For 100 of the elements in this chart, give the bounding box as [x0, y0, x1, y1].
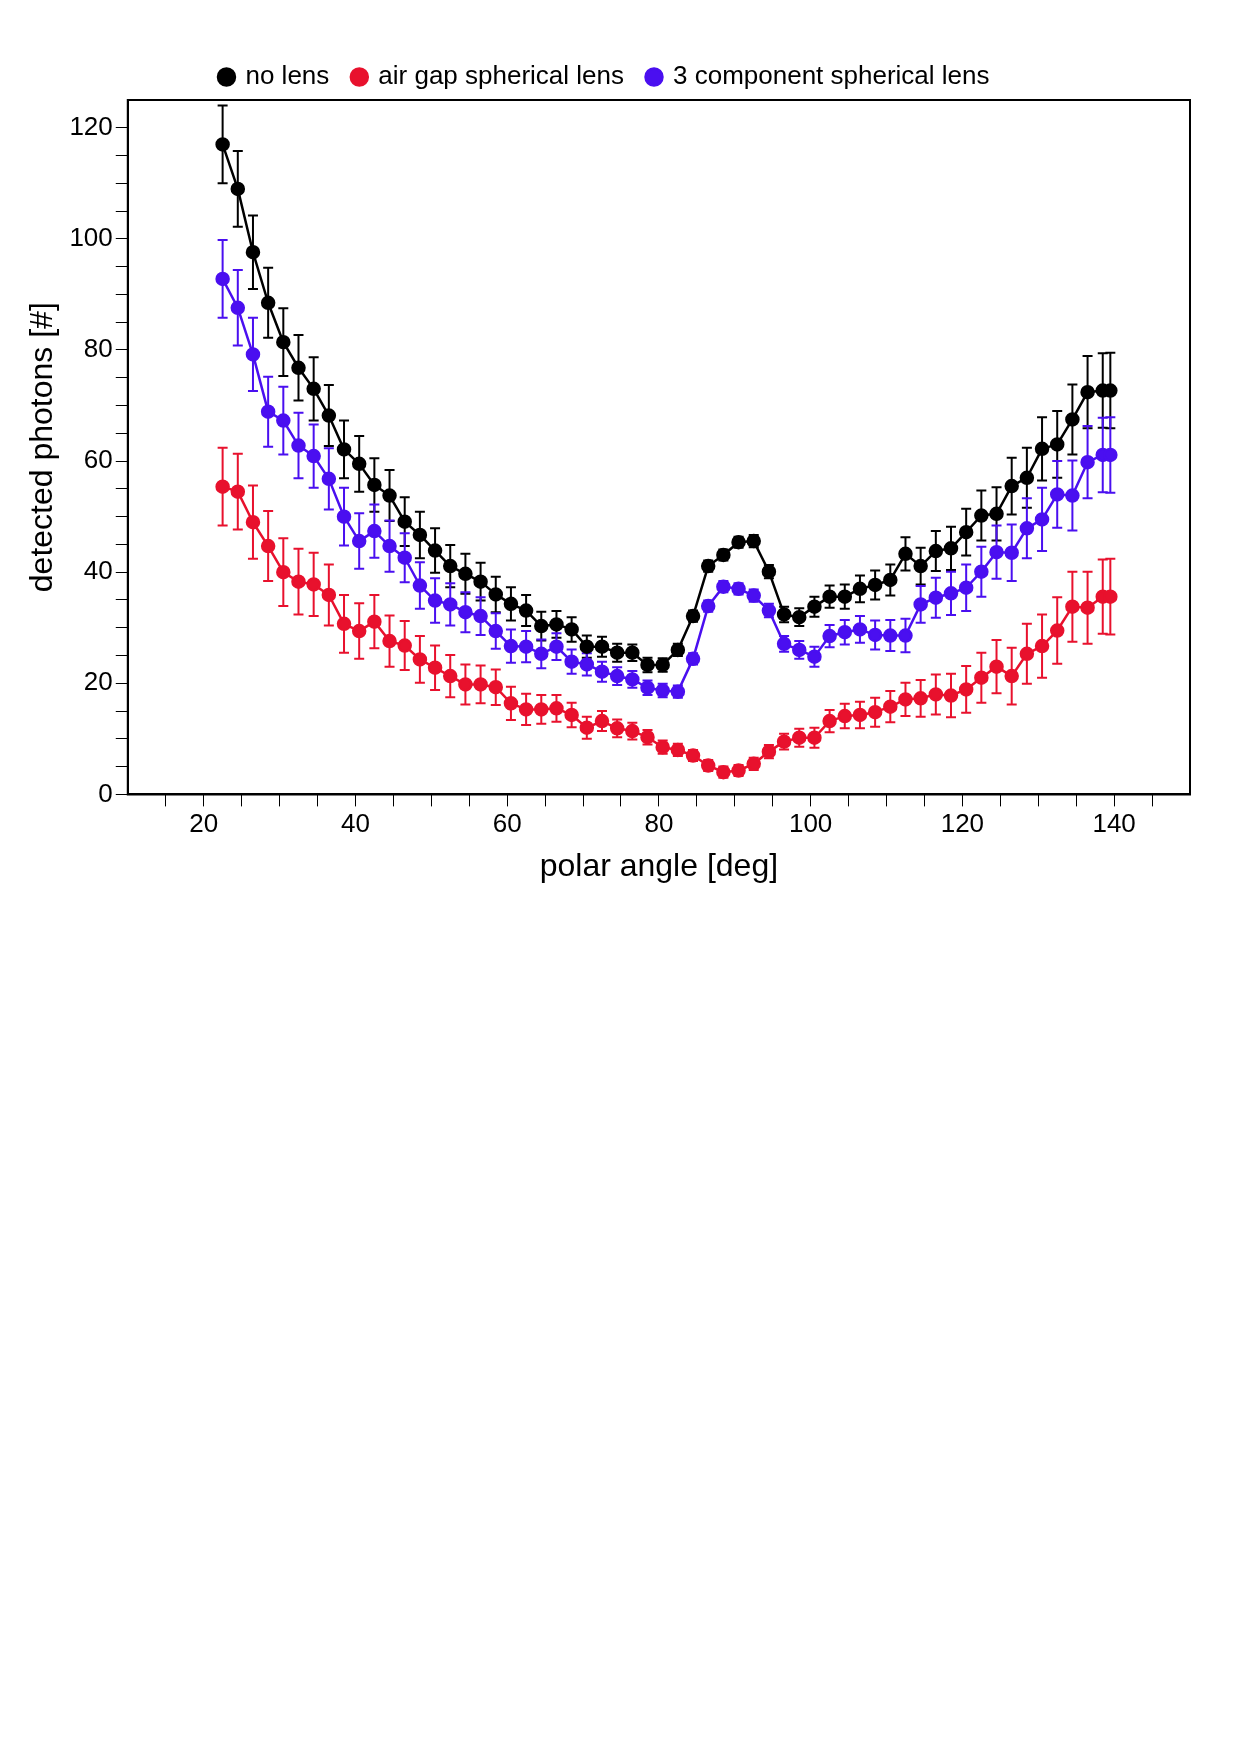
- point: [549, 639, 564, 654]
- point: [245, 244, 261, 260]
- point: [564, 654, 579, 669]
- point: [230, 300, 246, 316]
- point: [883, 699, 898, 714]
- y-tick-label: 20: [83, 666, 113, 697]
- point: [1019, 646, 1035, 662]
- point: [928, 687, 944, 702]
- point: [883, 572, 898, 588]
- point: [1034, 638, 1050, 654]
- point: [898, 692, 913, 707]
- point: [260, 295, 276, 311]
- point: [518, 603, 534, 618]
- point: [458, 604, 473, 620]
- point: [943, 688, 959, 703]
- point: [1004, 478, 1019, 494]
- point: [382, 488, 397, 503]
- point: [989, 506, 1004, 522]
- point: [518, 639, 534, 654]
- point: [534, 618, 549, 634]
- point: [534, 646, 549, 662]
- point: [594, 639, 610, 654]
- point: [1049, 623, 1065, 638]
- point: [397, 514, 412, 529]
- point: [276, 564, 291, 580]
- point: [837, 624, 853, 640]
- point: [427, 543, 443, 558]
- point: [1065, 412, 1080, 427]
- point: [837, 708, 853, 724]
- point: [382, 633, 397, 649]
- point: [306, 448, 321, 464]
- point: [351, 456, 367, 472]
- point: [898, 628, 913, 643]
- point: [807, 599, 822, 614]
- point: [367, 477, 382, 493]
- point: [397, 638, 412, 653]
- point: [867, 627, 883, 643]
- point: [1034, 441, 1050, 457]
- point: [291, 574, 306, 589]
- point: [852, 707, 868, 723]
- point: [351, 533, 367, 549]
- x-tick-label: 20: [189, 808, 219, 839]
- point: [974, 508, 989, 523]
- point: [336, 442, 352, 457]
- point: [989, 659, 1004, 674]
- point: [260, 538, 276, 554]
- point: [1065, 488, 1080, 503]
- y-axis-title: detected photons [#]: [23, 302, 60, 593]
- point: [351, 623, 367, 639]
- point: [958, 682, 974, 697]
- point: [913, 558, 928, 574]
- point: [958, 580, 974, 595]
- point: [579, 639, 595, 654]
- point: [321, 471, 337, 487]
- x-tick-label: 100: [788, 808, 833, 839]
- point: [442, 597, 458, 612]
- point: [215, 137, 230, 152]
- point: [321, 587, 337, 603]
- y-tick-label: 60: [83, 444, 113, 475]
- point: [230, 484, 246, 499]
- point: [852, 581, 868, 597]
- point: [215, 479, 230, 494]
- point: [291, 438, 306, 453]
- point: [852, 622, 868, 637]
- point: [503, 638, 519, 654]
- point: [928, 543, 944, 559]
- point: [215, 271, 230, 287]
- point: [913, 691, 928, 706]
- point: [549, 617, 564, 632]
- point: [427, 660, 443, 675]
- point: [564, 622, 579, 637]
- x-tick-label: 140: [1092, 808, 1136, 839]
- point: [1034, 512, 1050, 527]
- x-tick-label: 40: [340, 808, 370, 839]
- y-tick-label: 80: [83, 333, 113, 364]
- legend-label: air gap spherical lens: [378, 60, 625, 91]
- point: [549, 701, 564, 716]
- point: [822, 628, 837, 644]
- x-axis-title: polar angle [deg]: [539, 846, 779, 883]
- x-tick-label: 120: [940, 808, 985, 839]
- point: [1019, 521, 1035, 536]
- point: [594, 664, 610, 679]
- point: [822, 589, 837, 604]
- point: [245, 347, 261, 362]
- point: [245, 514, 261, 530]
- point: [488, 623, 504, 639]
- point: [230, 181, 246, 197]
- point: [336, 616, 352, 632]
- point: [412, 652, 428, 667]
- point: [1065, 599, 1080, 614]
- point: [488, 679, 504, 695]
- point: [822, 713, 837, 729]
- y-tick-label: 100: [69, 222, 113, 253]
- point: [306, 381, 321, 397]
- point: [458, 566, 473, 582]
- point: [276, 334, 291, 350]
- point: [306, 577, 321, 592]
- point: [867, 704, 883, 720]
- point: [807, 649, 822, 664]
- point: [336, 509, 352, 524]
